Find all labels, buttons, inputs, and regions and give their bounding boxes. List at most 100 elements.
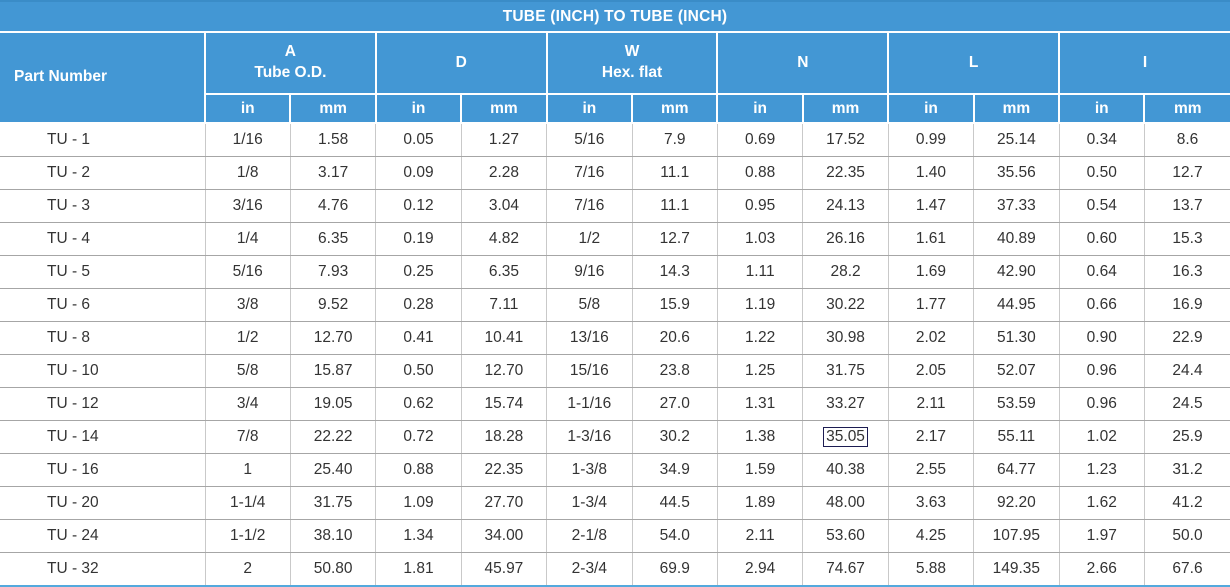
value-text: 0.50: [1086, 164, 1117, 181]
value-cell: 38.10: [289, 519, 377, 553]
value-cell: 15.3: [1143, 222, 1230, 256]
table-row: TU - 14 7/8 22.22 0.72 18.28 1-3/16 30.2 1.38 35…: [0, 420, 1230, 454]
value-cell: 0.95: [716, 189, 804, 223]
table-row: TU - 16 1 25.40 0.88 22.35 1-3/8 34.9 1.59 40.38…: [0, 453, 1230, 487]
value-cell: 11.1: [631, 189, 718, 223]
value-text: 1-1/4: [230, 494, 266, 511]
table-body: TU - 1 1/16 1.58 0.05 1.27 5/16 7.9 0.69 17.52 0.…: [0, 122, 1230, 587]
value-text: 0.19: [403, 230, 434, 247]
unit-header-mm: mm: [801, 93, 890, 124]
value-text: 1.59: [745, 461, 776, 478]
highlighted-value[interactable]: 35.05: [823, 427, 868, 447]
part-number-header: Part Number: [0, 31, 206, 124]
value-text: 69.9: [659, 560, 690, 577]
value-text: 34.00: [484, 527, 524, 544]
value-text: 50.80: [313, 560, 353, 577]
value-cell: 1-3/16: [546, 420, 633, 454]
value-text: 1.31: [745, 395, 776, 412]
part-number-cell: TU - 12: [0, 387, 206, 421]
value-cell: 6.35: [460, 255, 548, 289]
value-text: 1-1/2: [230, 527, 266, 544]
value-text: 0.60: [1086, 230, 1117, 247]
value-text: 6.35: [488, 263, 519, 280]
value-cell: 7.93: [289, 255, 377, 289]
part-number-cell: TU - 3: [0, 189, 206, 223]
value-text: 40.89: [996, 230, 1036, 247]
value-text: 74.67: [826, 560, 865, 577]
value-cell: 42.90: [973, 255, 1060, 289]
value-text: 24.5: [1172, 395, 1203, 412]
value-text: 17.52: [826, 131, 865, 148]
value-cell: 4.82: [460, 222, 548, 256]
value-text: 26.16: [826, 230, 865, 247]
unit-header-in: in: [1058, 93, 1146, 124]
value-cell: 13/16: [546, 321, 633, 355]
value-cell: 19.05: [289, 387, 377, 421]
value-cell: 1/4: [204, 222, 291, 256]
value-cell: 0.25: [375, 255, 462, 289]
part-number-cell: TU - 2: [0, 156, 206, 190]
value-cell: 1.11: [716, 255, 804, 289]
value-cell: 3.04: [460, 189, 548, 223]
value-cell: 7.9: [631, 122, 718, 157]
value-text: 1.40: [915, 164, 947, 181]
value-text: 4.76: [318, 197, 349, 214]
value-text: 16.9: [1172, 296, 1203, 313]
value-text: 2.28: [488, 164, 519, 181]
value-text: 3/8: [236, 296, 259, 313]
value-cell: 1-1/4: [204, 486, 291, 520]
value-text: 1.19: [745, 296, 776, 313]
value-cell: 3/16: [204, 189, 291, 223]
value-cell: 9.52: [289, 288, 377, 322]
group-header-a: A Tube O.D.: [204, 31, 377, 95]
value-text: 13/16: [569, 329, 609, 346]
value-cell: 0.88: [375, 453, 462, 487]
value-cell: 24.5: [1143, 387, 1230, 421]
value-cell: 1.81: [375, 552, 462, 587]
value-cell: 45.97: [460, 552, 548, 587]
value-text: 0.96: [1086, 362, 1117, 379]
value-cell: 8.6: [1143, 122, 1230, 157]
unit-header-in: in: [203, 93, 292, 124]
value-text: 25.14: [996, 131, 1036, 148]
value-cell: 24.4: [1143, 354, 1230, 388]
value-text: 1.27: [488, 131, 519, 148]
value-cell: 0.88: [716, 156, 804, 190]
value-text: 7.93: [318, 263, 349, 280]
table-row: TU - 4 1/4 6.35 0.19 4.82 1/2 12.7 1.03 26.16 1.6…: [0, 222, 1230, 256]
unit-header-in: in: [716, 93, 804, 124]
value-text: 1.89: [745, 494, 776, 511]
part-number-cell: TU - 32: [0, 552, 206, 587]
value-text: 38.10: [313, 527, 353, 544]
value-cell: 1.69: [887, 255, 975, 289]
value-text: 3.63: [915, 494, 947, 511]
value-cell: 7.11: [460, 288, 548, 322]
group-header-w: W Hex. flat: [545, 31, 719, 95]
value-text: 1.23: [1086, 461, 1117, 478]
value-text: 52.07: [996, 362, 1036, 379]
value-cell: 35.05: [802, 420, 889, 454]
value-text: 2-1/8: [571, 527, 607, 544]
value-cell: 1.02: [1058, 420, 1145, 454]
value-cell: 40.89: [973, 222, 1060, 256]
value-text: 55.11: [997, 428, 1036, 445]
value-text: 28.2: [830, 263, 861, 280]
group-header-d: D: [374, 31, 548, 95]
value-text: 1.69: [915, 263, 947, 280]
value-cell: 2.11: [716, 519, 804, 553]
value-cell: 149.35: [973, 552, 1060, 587]
value-text: 44.95: [996, 296, 1036, 313]
value-text: 1-3/8: [571, 461, 607, 478]
table-title: TUBE (INCH) TO TUBE (INCH): [0, 0, 1230, 33]
value-cell: 1.23: [1058, 453, 1145, 487]
value-cell: 4.76: [289, 189, 377, 223]
value-text: 0.09: [403, 164, 434, 181]
value-cell: 31.2: [1143, 453, 1230, 487]
value-cell: 20.6: [631, 321, 718, 355]
value-text: 15.3: [1172, 230, 1203, 247]
value-cell: 12.7: [1143, 156, 1230, 190]
value-cell: 0.72: [375, 420, 462, 454]
value-text: 12.7: [1172, 164, 1203, 181]
value-text: 25.9: [1172, 428, 1203, 445]
